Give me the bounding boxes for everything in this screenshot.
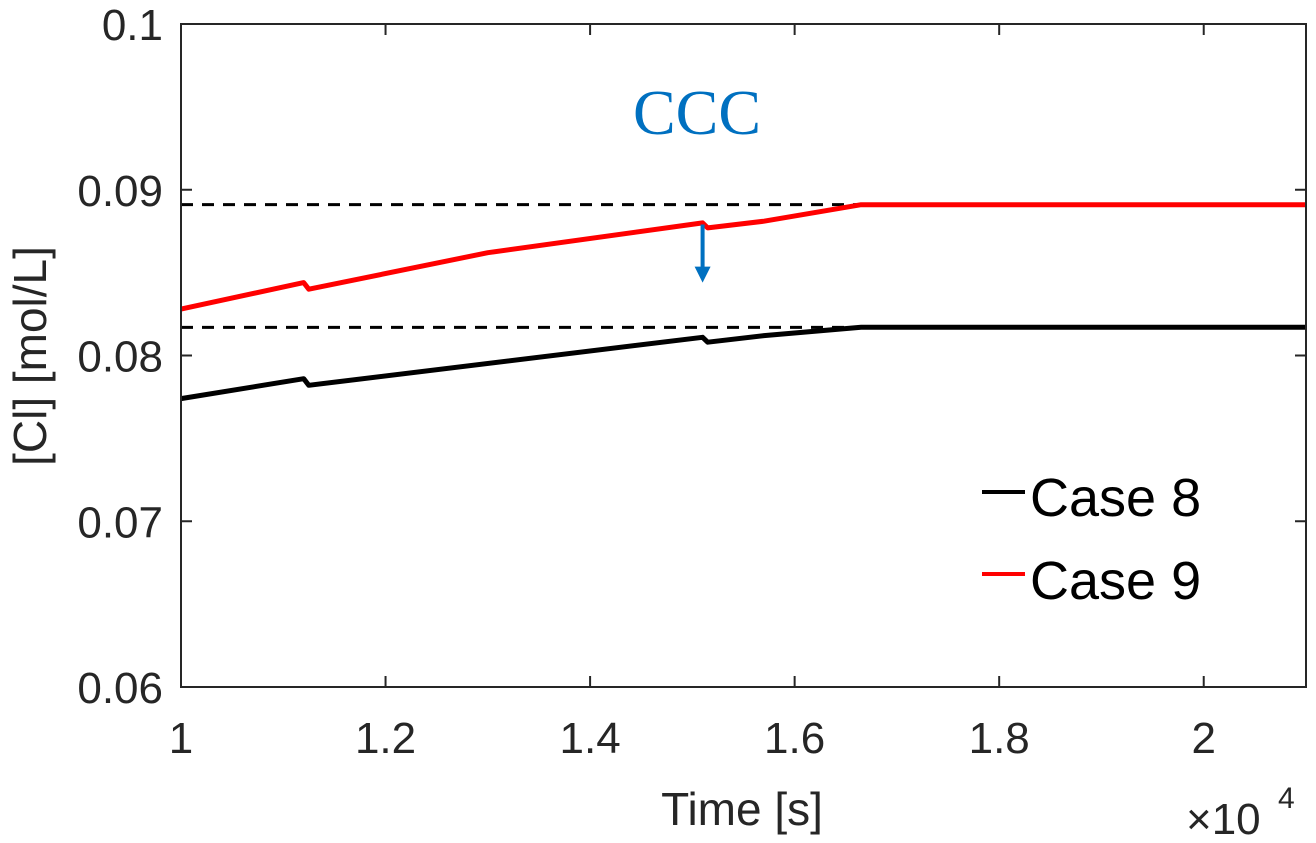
ccc-arrow-head <box>694 266 711 283</box>
legend-label-case-8: Case 8 <box>1030 468 1201 528</box>
legend-label-case-9: Case 9 <box>1030 551 1201 611</box>
x-exponent-power: 4 <box>1278 782 1295 815</box>
y-axis-label: [Cl] [mol/L] <box>4 246 56 466</box>
y-tick-label: 0.1 <box>102 1 163 50</box>
x-axis: 1 1.2 1.4 1.6 1.8 2 <box>169 24 1216 763</box>
x-axis-exponent: ×10 4 <box>1186 782 1295 843</box>
series-line-case-8 <box>180 324 1306 402</box>
series-lines <box>180 202 1306 402</box>
y-tick-label: 0.07 <box>77 498 163 547</box>
ccc-annotation: CCC <box>633 77 761 283</box>
x-tick-label: 1 <box>169 714 193 763</box>
x-tick-label: 1.8 <box>969 714 1030 763</box>
y-axis: 0.06 0.07 0.08 0.09 0.1 <box>77 1 1306 713</box>
y-tick-label: 0.09 <box>77 167 163 216</box>
x-axis-label: Time [s] <box>661 783 823 835</box>
x-tick-label: 1.6 <box>764 714 825 763</box>
x-tick-label: 1.2 <box>355 714 416 763</box>
x-tick-label: 1.4 <box>560 714 621 763</box>
ccc-annotation-text: CCC <box>633 77 761 148</box>
y-tick-label: 0.06 <box>77 664 163 713</box>
y-tick-label: 0.08 <box>77 333 163 382</box>
legend: Case 8 Case 9 <box>982 468 1201 611</box>
x-exponent-base: ×10 <box>1186 795 1261 843</box>
x-tick-label: 2 <box>1191 714 1215 763</box>
series-line-case-9 <box>180 202 1306 312</box>
